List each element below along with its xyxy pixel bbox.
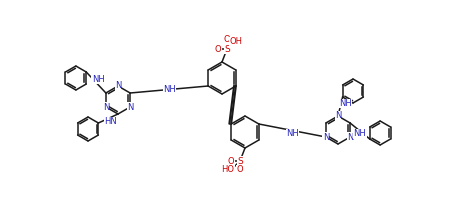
Text: NH: NH <box>339 99 352 108</box>
Text: S: S <box>237 156 243 166</box>
Text: S: S <box>224 45 230 53</box>
Text: HO: HO <box>221 164 234 173</box>
Text: N: N <box>127 102 133 112</box>
Text: NH: NH <box>286 129 299 138</box>
Text: OH: OH <box>230 38 243 46</box>
Text: O: O <box>215 45 221 53</box>
Text: NH: NH <box>163 85 176 94</box>
Text: N: N <box>323 132 329 142</box>
Text: O: O <box>224 36 230 45</box>
Text: O: O <box>228 156 234 166</box>
Text: N: N <box>103 102 109 112</box>
Text: O: O <box>237 166 243 174</box>
Text: N: N <box>347 132 353 142</box>
Text: NH: NH <box>354 130 366 138</box>
Text: N: N <box>115 82 121 90</box>
Text: N: N <box>335 112 341 120</box>
Text: HN: HN <box>104 117 117 126</box>
Text: NH: NH <box>92 75 104 84</box>
